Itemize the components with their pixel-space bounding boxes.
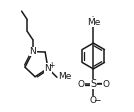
Text: Me: Me — [58, 72, 71, 81]
Text: O: O — [77, 80, 85, 88]
Text: S: S — [90, 79, 96, 89]
Text: +: + — [48, 61, 54, 70]
Text: N: N — [45, 64, 51, 73]
Text: N: N — [29, 47, 36, 56]
Text: O: O — [102, 80, 109, 88]
Text: O: O — [90, 96, 97, 105]
Text: −: − — [93, 95, 100, 104]
Text: Me: Me — [87, 18, 100, 27]
